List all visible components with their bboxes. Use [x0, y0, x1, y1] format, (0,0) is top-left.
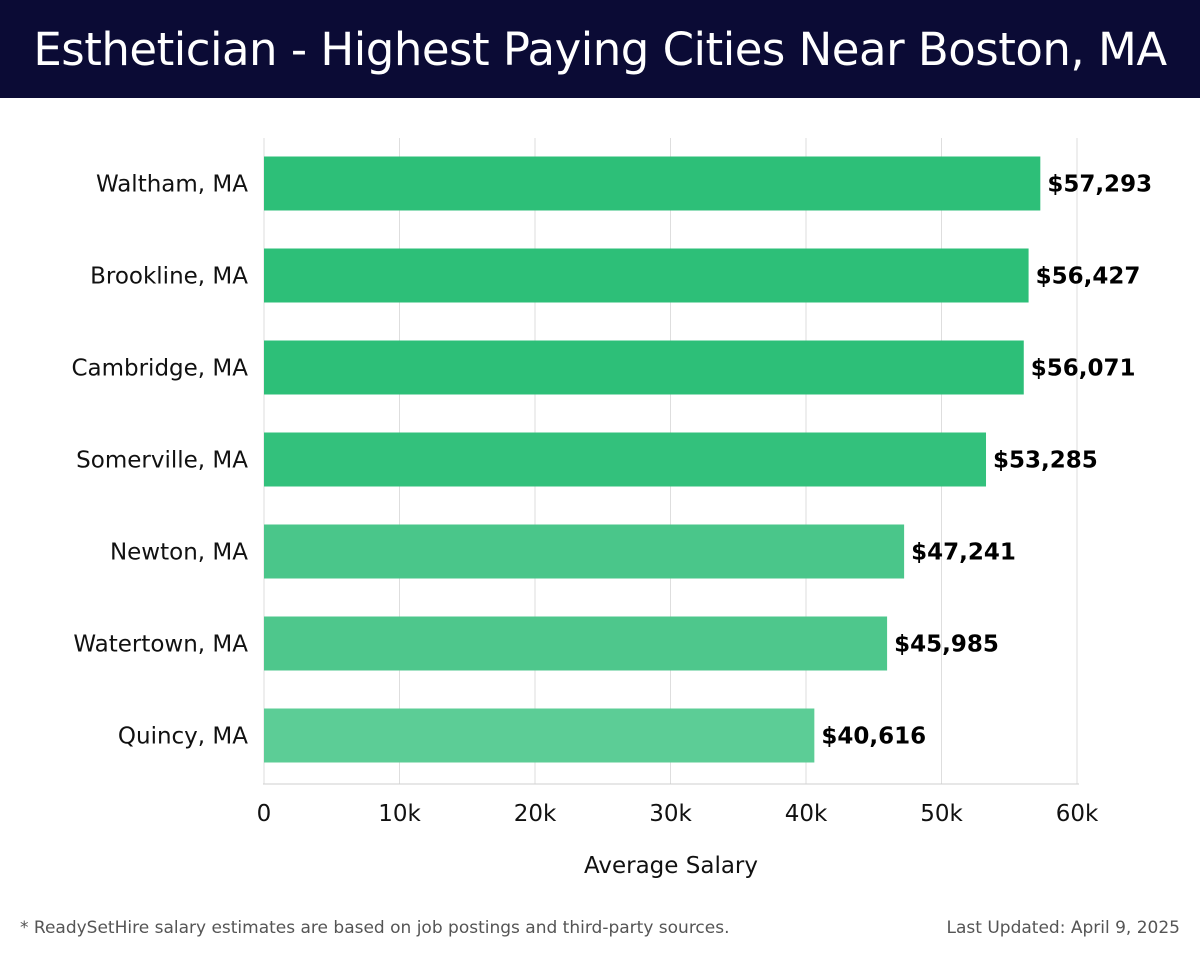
bar-value-label: $45,985: [894, 632, 999, 658]
bar: [264, 340, 1024, 395]
bar: [264, 524, 905, 579]
x-tick-label: 40k: [785, 801, 828, 827]
bar-value-label: $57,293: [1047, 172, 1152, 198]
bar-value-label: $53,285: [993, 448, 1098, 474]
y-tick-label: Waltham, MA: [96, 172, 248, 198]
footer-note: * ReadySetHire salary estimates are base…: [20, 918, 730, 938]
y-tick-label: Quincy, MA: [118, 724, 248, 750]
last-updated: Last Updated: April 9, 2025: [946, 918, 1180, 938]
y-tick-label: Watertown, MA: [73, 632, 248, 658]
bar-value-label: $40,616: [821, 724, 926, 750]
y-tick-labels: Waltham, MA Brookline, MA Cambridge, MA Som…: [71, 172, 248, 750]
x-tick-label: 10k: [378, 801, 421, 827]
chart-header: Esthetician - Highest Paying Cities Near…: [0, 0, 1200, 98]
x-tick-label: 60k: [1056, 801, 1099, 827]
bar-value-label: $47,241: [911, 540, 1016, 566]
x-tick-label: 30k: [649, 801, 692, 827]
x-axis-label: Average Salary: [584, 853, 758, 879]
bar-value-label: $56,427: [1036, 264, 1141, 290]
bar-chart: $57,293 $56,427 $56,071 $53,285 $47,241 $45,9…: [71, 138, 1152, 879]
value-labels: $57,293 $56,427 $56,071 $53,285 $47,241 $45,9…: [821, 172, 1152, 750]
x-tick-labels: 0 10k 20k 30k 40k 50k 60k: [257, 801, 1099, 827]
x-tick-label: 20k: [514, 801, 557, 827]
y-tick-label: Cambridge, MA: [71, 356, 248, 382]
bars: [264, 156, 1041, 763]
bar: [264, 708, 815, 763]
y-tick-label: Newton, MA: [110, 540, 248, 566]
chart-title: Esthetician - Highest Paying Cities Near…: [33, 22, 1167, 76]
y-tick-label: Brookline, MA: [90, 264, 248, 290]
bar: [264, 432, 987, 487]
y-tick-label: Somerville, MA: [76, 448, 248, 474]
bar: [264, 156, 1041, 211]
bar: [264, 248, 1029, 303]
x-tick-label: 0: [257, 801, 272, 827]
x-tick-label: 50k: [920, 801, 963, 827]
bar-value-label: $56,071: [1031, 356, 1136, 382]
bar: [264, 616, 888, 671]
